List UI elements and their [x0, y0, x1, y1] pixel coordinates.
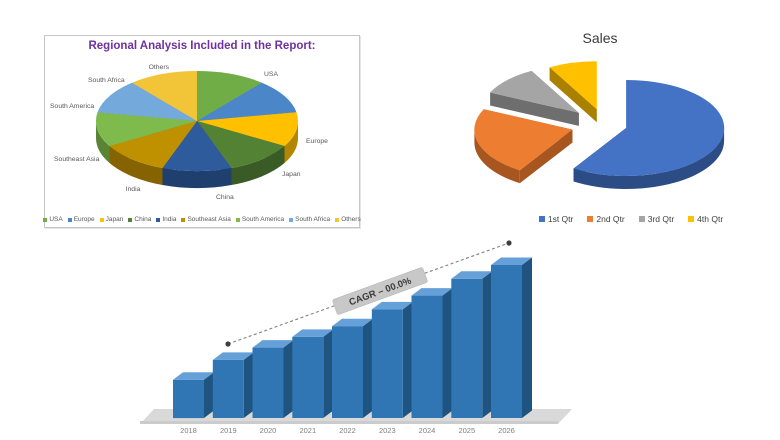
legend-item: 4th Qtr	[688, 214, 723, 224]
pie-slice-label: China	[216, 194, 234, 201]
pie-slice-label: India	[126, 186, 141, 193]
bar-2019	[212, 359, 244, 418]
legend-item: Southeast Asia	[181, 216, 231, 223]
legend-item: 2nd Qtr	[587, 214, 625, 224]
legend-swatch-icon	[688, 216, 695, 222]
x-axis-label: 2022	[339, 426, 356, 435]
bar-2020	[252, 347, 284, 418]
regional-panel-title: Regional Analysis Included in the Report…	[88, 40, 316, 52]
x-axis-label: 2024	[419, 426, 436, 435]
x-axis-label: 2023	[379, 426, 396, 435]
legend-label: China	[134, 216, 152, 223]
bar-2021	[292, 336, 324, 418]
legend-item: India	[156, 216, 176, 223]
legend-label: 4th Qtr	[697, 214, 724, 224]
bar-2022	[332, 326, 363, 418]
pie-slice-label: Japan	[282, 171, 301, 178]
legend-item: South America	[235, 216, 285, 223]
legend-label: South Africa	[295, 216, 331, 223]
regional-legend: USA Europe Japan China India Southeast Asia So…	[43, 216, 361, 223]
cagr-bar-chart: 2018 2019 2020 2021 2022 2023 2024 2025 2026CAGR…	[140, 240, 572, 435]
legend-swatch-icon	[289, 217, 294, 222]
legend-item: 1st Qtr	[538, 214, 574, 224]
legend-item: China	[128, 216, 151, 223]
legend-label: 1st Qtr	[547, 214, 574, 224]
x-axis-label: 2021	[299, 426, 316, 435]
legend-item: 3rd Qtr	[638, 214, 675, 224]
x-axis-label: 2019	[220, 426, 237, 435]
legend-item: South Africa	[289, 216, 330, 223]
x-axis-label: 2020	[260, 426, 277, 435]
x-axis-label: 2026	[498, 426, 515, 435]
legend-swatch-icon	[538, 216, 545, 222]
bar-2026	[491, 265, 522, 418]
bar-2025	[451, 278, 483, 418]
sales-pie-chart	[474, 61, 725, 189]
legend-label: USA	[49, 216, 63, 223]
legend-item: Japan	[99, 216, 124, 223]
legend-label: Japan	[105, 216, 124, 223]
pie-slice-label: South America	[50, 103, 94, 110]
legend-item: Europe	[67, 216, 95, 223]
legend-swatch-icon	[587, 216, 594, 222]
legend-label: 3rd Qtr	[647, 214, 675, 224]
x-axis-label: 2025	[458, 426, 475, 435]
regional-pie-chart: USA Europe Japan China India Southeast Asia So…	[50, 64, 328, 201]
legend-swatch-icon	[638, 216, 645, 222]
sales-chart-title: Sales	[582, 30, 618, 46]
legend-label: 2nd Qtr	[596, 214, 625, 224]
legend-swatch-icon	[99, 217, 104, 222]
x-axis-label: 2018	[180, 426, 197, 435]
regional-analysis-panel: Regional Analysis Included in the Report…	[43, 35, 361, 228]
sales-legend: 1st Qtr 2nd Qtr 3rd Qtr 4th Qtr	[496, 214, 766, 224]
legend-swatch-icon	[156, 217, 161, 222]
legend-swatch-icon	[43, 217, 48, 222]
pie-slice-label: South Africa	[88, 77, 125, 84]
pie-slice-label: Others	[149, 64, 170, 71]
bar-2023	[371, 309, 403, 418]
legend-item: USA	[43, 216, 63, 223]
legend-swatch-icon	[181, 217, 186, 222]
legend-label: South America	[241, 216, 285, 223]
legend-swatch-icon	[235, 217, 240, 222]
legend-label: India	[162, 216, 177, 223]
bar-2018	[173, 379, 204, 419]
legend-swatch-icon	[335, 217, 340, 222]
pie-slice-label: USA	[264, 71, 278, 78]
legend-swatch-icon	[67, 217, 72, 222]
bar-2024	[411, 295, 443, 418]
legend-item: Others	[335, 216, 361, 223]
pie-slice-label: Europe	[306, 138, 328, 145]
pie-slice-label: Southeast Asia	[54, 156, 100, 163]
legend-swatch-icon	[128, 217, 133, 222]
legend-label: Europe	[73, 216, 95, 223]
legend-label: Southeast Asia	[187, 216, 231, 223]
legend-label: Others	[341, 216, 361, 223]
